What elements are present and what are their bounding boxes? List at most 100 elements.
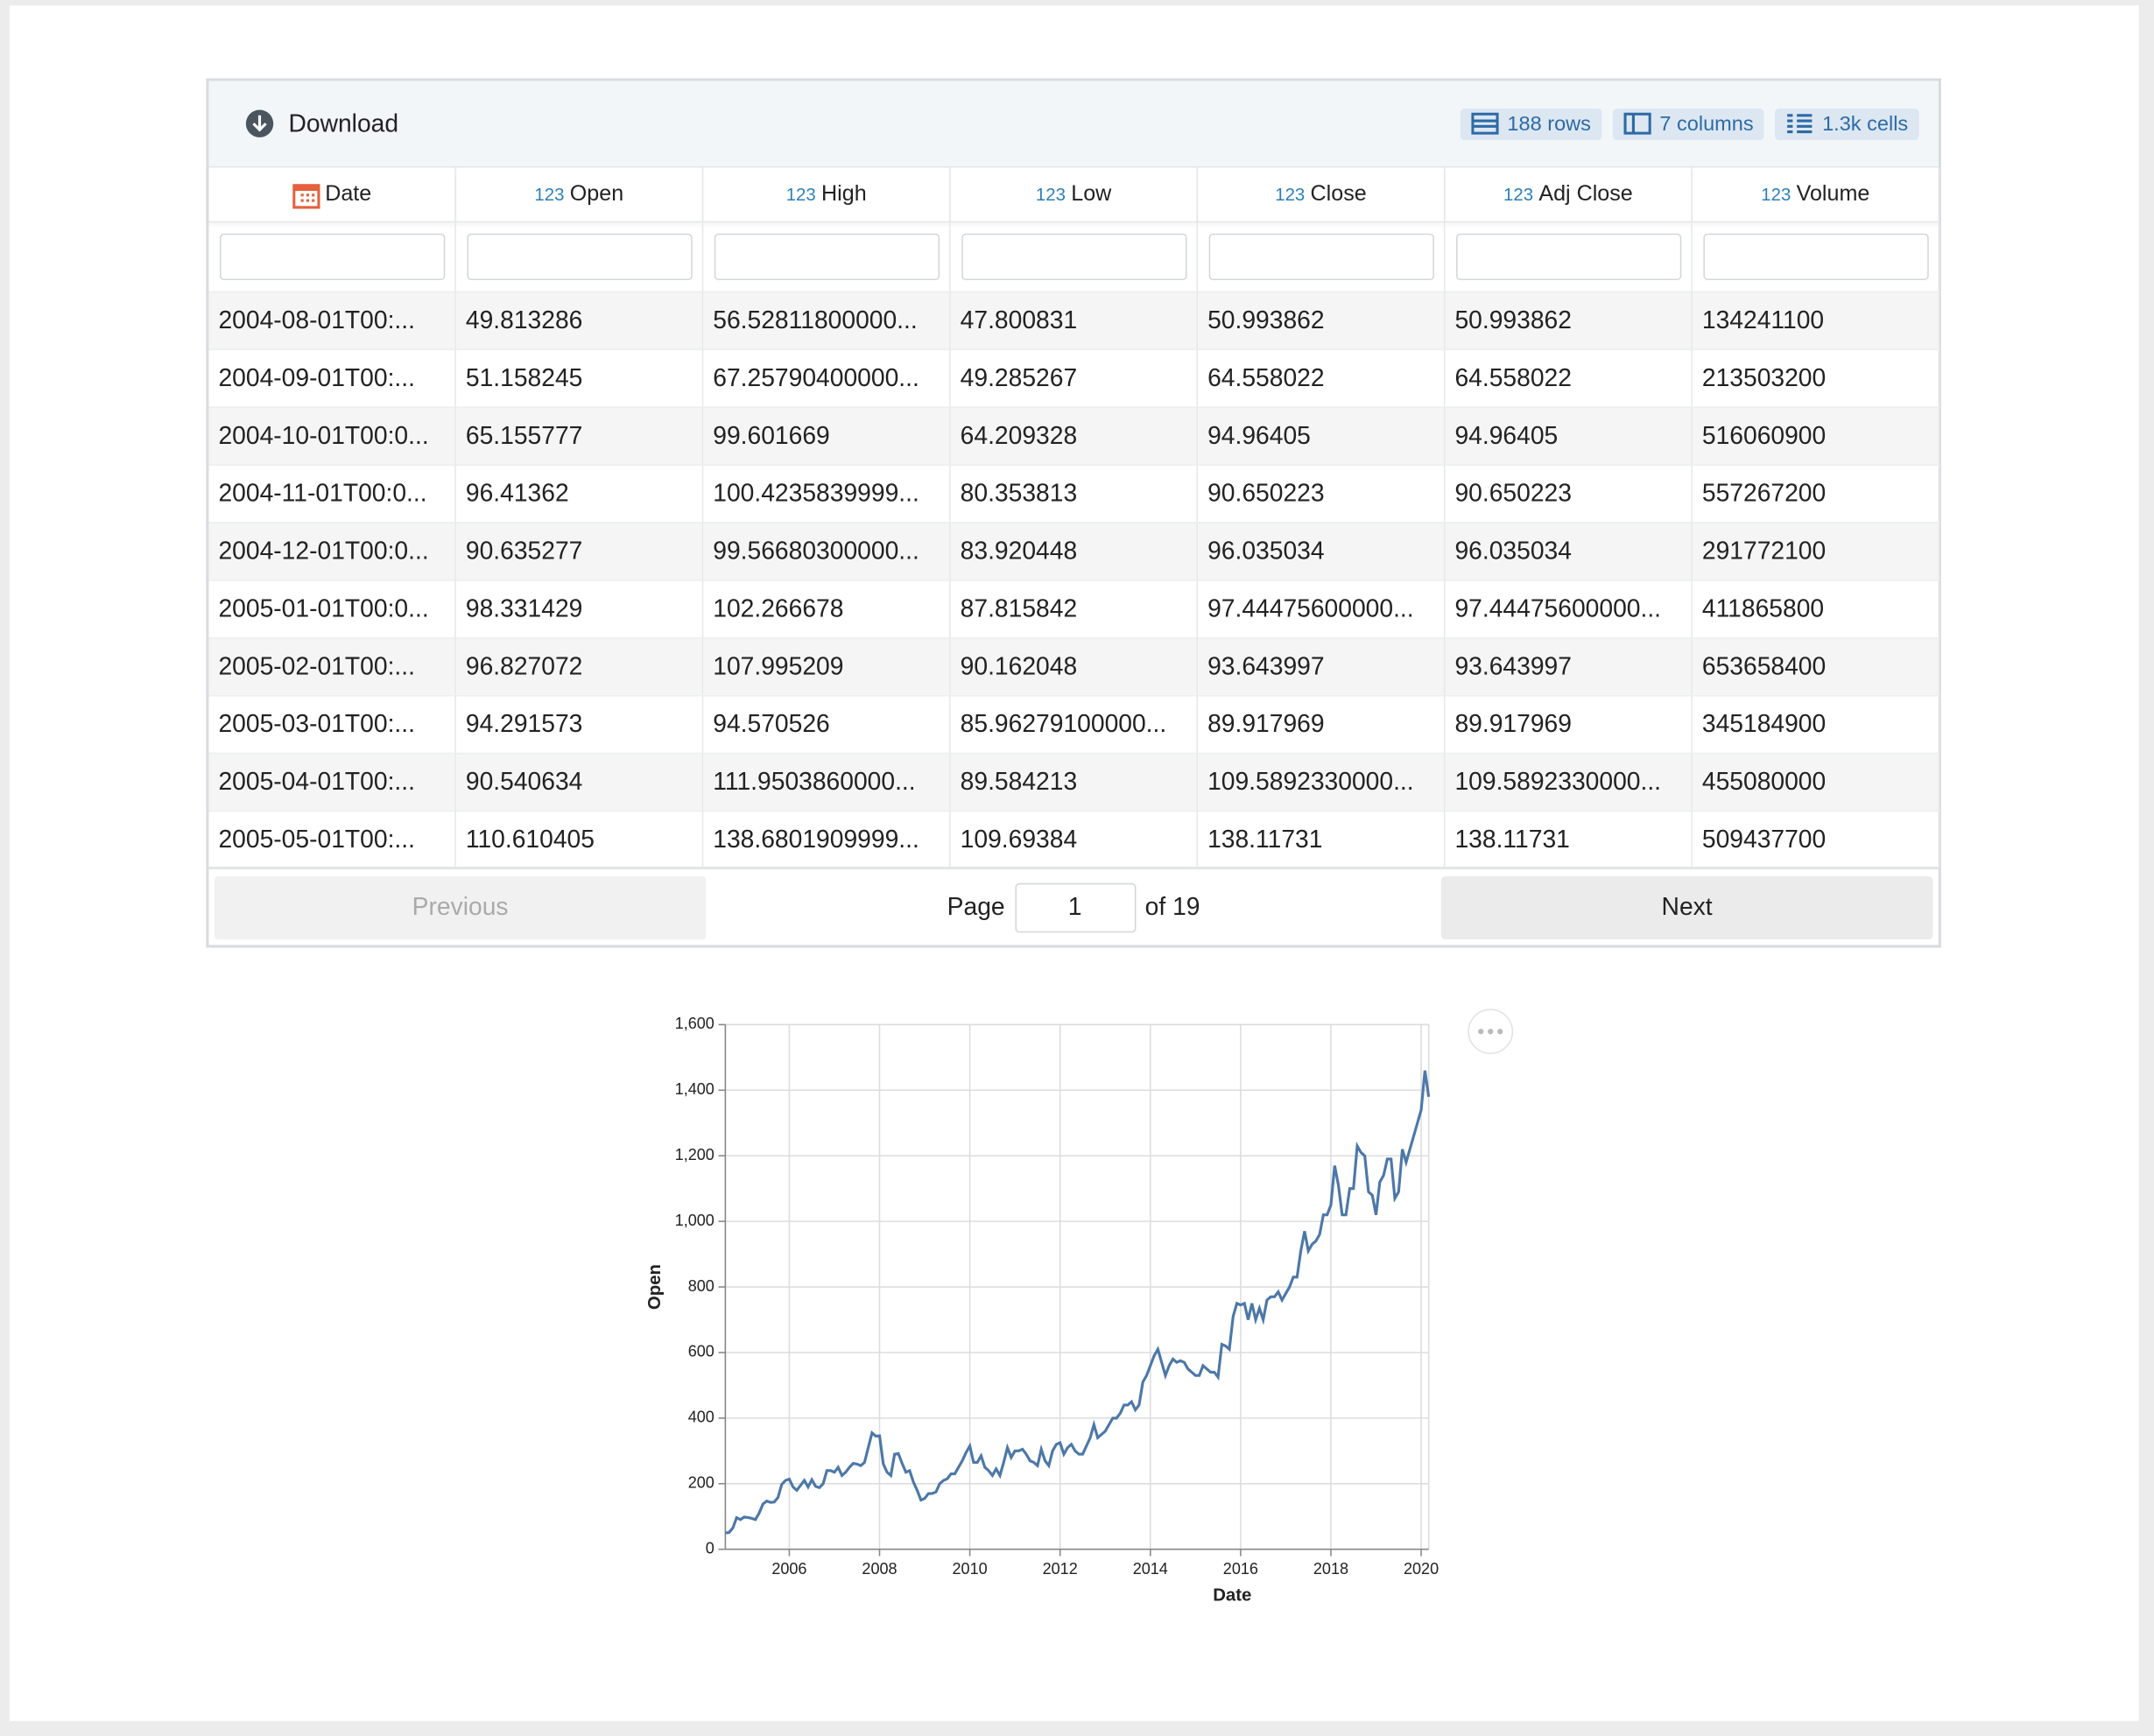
column-header: 123 Open	[455, 167, 704, 223]
filter-input[interactable]	[961, 233, 1186, 281]
previous-button[interactable]: Previous	[214, 875, 707, 939]
table-cell: 65.155777	[455, 406, 704, 465]
table-cell: 516060900	[1692, 406, 1940, 465]
table-cell: 2004-12-01T00:0...	[208, 522, 456, 580]
table-cell: 100.4235839999...	[703, 464, 951, 523]
rows-badge: 188 rows	[1461, 108, 1602, 140]
x-axis-title: Date	[1213, 1585, 1251, 1605]
column-name: Volume	[1796, 181, 1870, 206]
rows-icon	[1471, 112, 1500, 135]
table-cell: 96.827072	[455, 636, 704, 695]
x-tick-label: 2020	[1404, 1560, 1439, 1578]
columns-icon	[1623, 112, 1651, 135]
table-cell: 411865800	[1692, 580, 1940, 637]
table-cell: 653658400	[1692, 636, 1940, 695]
table-cell: 93.643997	[1445, 636, 1693, 695]
table-cell: 94.96405	[1445, 406, 1693, 465]
column-name: Adj Close	[1538, 181, 1633, 206]
table-cell: 509437700	[1692, 810, 1940, 868]
column-name: Low	[1071, 181, 1112, 206]
download-button[interactable]: Download	[244, 109, 398, 139]
table-cell: 109.69384	[950, 810, 1199, 868]
column-name: Close	[1310, 181, 1367, 206]
filter-cell	[1445, 222, 1693, 292]
x-tick-label: 2016	[1223, 1560, 1258, 1578]
chart: 2020 2018 2016 2014 2012 2010 2008 2006 1,600 1,4…	[645, 1009, 1514, 1605]
table-cell: 2004-08-01T00:...	[208, 291, 456, 349]
y-tick-label: 1,200	[675, 1146, 714, 1163]
rows-count: 188 rows	[1507, 111, 1591, 136]
table-grid: Date 123 Open 123 High 123 Low 123 Close 123 Adj C…	[208, 167, 1940, 868]
table-cell: 138.11731	[1445, 810, 1693, 868]
filter-cell	[951, 222, 1199, 292]
table-cell: 67.25790400000...	[703, 348, 951, 407]
table-cell: 85.96279100000...	[950, 694, 1199, 753]
y-tick-label: 0	[706, 1539, 714, 1557]
cells-badge: 1.3k cells	[1775, 108, 1919, 140]
column-header: 123 Volume	[1692, 167, 1940, 223]
table-cell: 2004-09-01T00:...	[208, 348, 456, 407]
columns-count: 7 columns	[1659, 111, 1754, 136]
x-tick-label: 2008	[862, 1560, 897, 1578]
table-cell: 2005-01-01T00:0...	[208, 580, 456, 637]
pagination: Previous Page 1 of 19 Next	[208, 866, 1939, 945]
filter-cell	[456, 222, 704, 292]
badges: 188 rows 7 columns 1.3k cells	[1461, 108, 1919, 140]
table-cell: 99.601669	[703, 406, 951, 465]
table-cell: 90.650223	[1198, 464, 1446, 523]
table-cell: 96.035034	[1198, 522, 1446, 580]
column-header: 123 Adj Close	[1445, 167, 1693, 223]
table-cell: 89.584213	[950, 752, 1199, 811]
cells-icon	[1787, 114, 1813, 134]
y-tick-label: 400	[688, 1409, 714, 1426]
table-cell: 64.558022	[1445, 348, 1693, 407]
table-cell: 64.209328	[950, 406, 1199, 465]
page-input[interactable]: 1	[1014, 882, 1136, 932]
y-tick-label: 600	[688, 1343, 714, 1360]
filter-input[interactable]	[1455, 233, 1681, 281]
table-cell: 83.920448	[950, 522, 1199, 580]
page-indicator: Page 1 of 19	[706, 882, 1440, 932]
column-name: Date	[325, 181, 372, 206]
column-header: 123 Close	[1198, 167, 1446, 223]
table-cell: 2004-10-01T00:0...	[208, 406, 456, 465]
table-cell: 2005-05-01T00:...	[208, 810, 456, 868]
download-icon	[245, 109, 274, 137]
x-tick-label: 2010	[953, 1560, 988, 1578]
cells-count: 1.3k cells	[1822, 111, 1909, 136]
y-tick-label: 1,600	[675, 1015, 714, 1032]
number-type-icon: 123	[1503, 184, 1534, 205]
filter-cell	[208, 222, 456, 292]
table-cell: 110.610405	[455, 810, 704, 868]
table-cell: 90.650223	[1445, 464, 1693, 523]
table-cell: 99.56680300000...	[703, 522, 951, 580]
table-cell: 107.995209	[703, 636, 951, 695]
table-cell: 213503200	[1692, 348, 1940, 407]
column-header: Date	[208, 167, 456, 223]
filter-input[interactable]	[219, 233, 445, 281]
x-tick-label: 2006	[771, 1560, 806, 1578]
table-cell: 94.570526	[703, 694, 951, 753]
y-tick-label: 200	[688, 1474, 714, 1492]
next-button[interactable]: Next	[1440, 875, 1933, 939]
y-tick-label: 800	[688, 1277, 714, 1295]
table-cell: 94.96405	[1198, 406, 1446, 465]
chart-menu[interactable]	[1468, 1009, 1514, 1055]
table-cell: 109.5892330000...	[1445, 752, 1693, 811]
column-name: Open	[569, 181, 624, 206]
table-cell: 138.11731	[1198, 810, 1446, 868]
filter-input[interactable]	[466, 233, 692, 281]
number-type-icon: 123	[785, 184, 816, 205]
x-tick-label: 2012	[1043, 1560, 1078, 1578]
download-label: Download	[288, 109, 399, 137]
data-line	[725, 1070, 1431, 1535]
filter-input[interactable]	[1702, 233, 1928, 281]
x-tick-label: 2014	[1133, 1560, 1168, 1578]
column-header: 123 High	[703, 167, 951, 223]
table-cell: 80.353813	[950, 464, 1199, 523]
filter-input[interactable]	[714, 233, 940, 281]
table-cell: 97.44475600000...	[1445, 580, 1693, 637]
filter-input[interactable]	[1207, 233, 1434, 281]
filter-cell	[1693, 222, 1940, 292]
table-cell: 109.5892330000...	[1198, 752, 1446, 811]
